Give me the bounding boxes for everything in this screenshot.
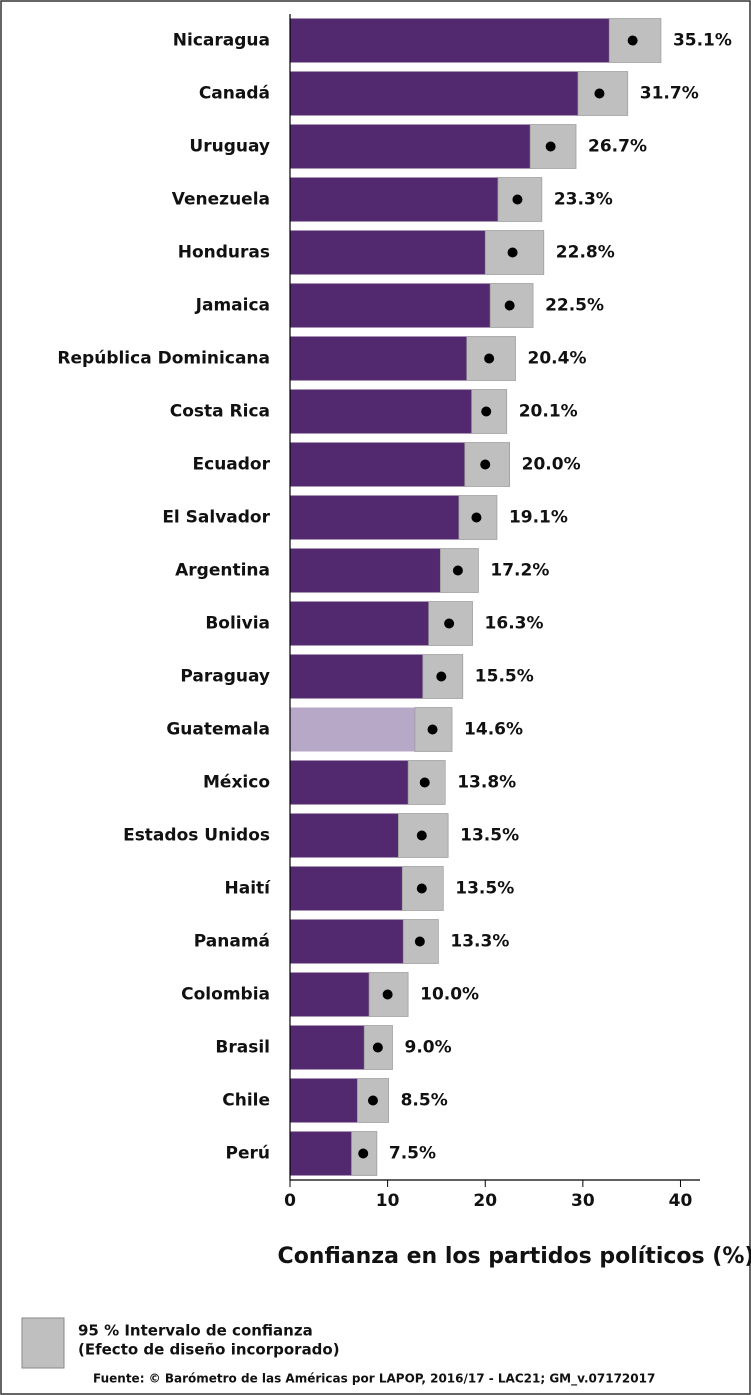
- source: Fuente: © Barómetro de las Américas por …: [93, 1372, 655, 1387]
- legend-swatch: [21, 1317, 65, 1369]
- point-estimate: [416, 883, 427, 894]
- y-tick-label: Perú: [226, 1144, 270, 1164]
- y-tick-label: Nicaragua: [173, 31, 270, 51]
- value-label: 7.5%: [389, 1144, 436, 1164]
- value-label: 17.2%: [490, 561, 549, 581]
- bar: [290, 230, 513, 275]
- point-estimate: [382, 989, 393, 1000]
- legend-label: (Efecto de diseño incorporado): [78, 1341, 340, 1359]
- value-label: 8.5%: [401, 1091, 448, 1111]
- y-tick-label: República Dominicana: [57, 349, 270, 369]
- point-estimate: [545, 141, 556, 152]
- point-estimate: [372, 1042, 383, 1053]
- y-tick-label: Haití: [225, 879, 272, 899]
- value-label: 15.5%: [475, 667, 534, 687]
- point-estimate: [414, 936, 425, 947]
- value-label: 20.1%: [519, 402, 578, 422]
- value-label: 23.3%: [554, 190, 613, 210]
- y-tick-label: Honduras: [178, 243, 270, 263]
- bar: [290, 760, 425, 805]
- point-estimate: [444, 618, 455, 629]
- y-tick-label: Panamá: [194, 932, 270, 952]
- value-label: 14.6%: [464, 720, 523, 740]
- x-tick-label: 30: [571, 1191, 595, 1211]
- x-tick-label: 10: [376, 1191, 400, 1211]
- value-label: 10.0%: [420, 985, 479, 1005]
- bar: [290, 18, 633, 63]
- y-tick-label: Ecuador: [193, 455, 271, 475]
- value-label: 16.3%: [485, 614, 544, 634]
- point-estimate: [484, 353, 495, 364]
- point-estimate: [419, 777, 430, 788]
- y-tick-label: Chile: [222, 1091, 270, 1111]
- point-estimate: [627, 35, 638, 46]
- bar: [290, 866, 422, 911]
- bar: [290, 601, 450, 646]
- y-tick-label: El Salvador: [162, 508, 270, 528]
- bar: [290, 389, 487, 434]
- value-label: 13.8%: [457, 773, 516, 793]
- bar: [290, 548, 458, 593]
- y-tick-label: Argentina: [175, 561, 270, 581]
- value-label: 13.3%: [450, 932, 509, 952]
- point-estimate: [416, 830, 427, 841]
- bar: [290, 654, 442, 699]
- point-estimate: [452, 565, 463, 576]
- point-estimate: [507, 247, 518, 258]
- y-tick-label: Colombia: [181, 985, 270, 1005]
- value-label: 20.4%: [528, 349, 587, 369]
- point-estimate: [471, 512, 482, 523]
- y-tick-label: Jamaica: [195, 296, 270, 316]
- bar: [290, 336, 490, 381]
- x-tick-label: 20: [473, 1191, 497, 1211]
- point-estimate: [480, 459, 491, 470]
- bar: [290, 71, 600, 116]
- value-label: 26.7%: [588, 137, 647, 157]
- bar: [290, 442, 486, 487]
- bar: [290, 919, 420, 964]
- bar: [290, 707, 433, 752]
- value-label: 35.1%: [673, 31, 732, 51]
- x-tick-label: 0: [284, 1191, 296, 1211]
- bar: [290, 1025, 378, 1070]
- x-tick-label: 40: [669, 1191, 693, 1211]
- point-estimate: [358, 1148, 369, 1159]
- legend-label: 95 % Intervalo de confianza: [78, 1322, 313, 1340]
- bar: [290, 124, 551, 169]
- y-tick-label: México: [203, 773, 270, 793]
- value-label: 31.7%: [640, 84, 699, 104]
- point-estimate: [594, 88, 605, 99]
- point-estimate: [481, 406, 492, 417]
- point-estimate: [436, 671, 447, 682]
- value-label: 22.5%: [545, 296, 604, 316]
- point-estimate: [427, 724, 438, 735]
- bar: [290, 495, 477, 540]
- bar: [290, 1131, 364, 1176]
- y-tick-label: Paraguay: [180, 667, 270, 687]
- value-label: 13.5%: [460, 826, 519, 846]
- x-axis-title: Confianza en los partidos políticos (%): [278, 1244, 751, 1269]
- confidence-interval: [608, 18, 662, 63]
- point-estimate: [512, 194, 523, 205]
- value-label: 19.1%: [509, 508, 568, 528]
- y-tick-label: Bolivia: [205, 614, 270, 634]
- bar: [290, 283, 510, 328]
- y-tick-label: Uruguay: [189, 137, 270, 157]
- point-estimate: [367, 1095, 378, 1106]
- y-tick-label: Estados Unidos: [123, 826, 270, 846]
- y-tick-label: Guatemala: [166, 720, 270, 740]
- bar: [290, 177, 518, 222]
- y-tick-label: Canadá: [199, 84, 270, 104]
- y-tick-label: Venezuela: [172, 190, 270, 210]
- y-tick-label: Costa Rica: [170, 402, 270, 422]
- value-label: 22.8%: [556, 243, 615, 263]
- y-tick-label: Brasil: [215, 1038, 270, 1058]
- point-estimate: [504, 300, 515, 311]
- value-label: 20.0%: [522, 455, 581, 475]
- value-label: 9.0%: [405, 1038, 452, 1058]
- value-label: 13.5%: [455, 879, 514, 899]
